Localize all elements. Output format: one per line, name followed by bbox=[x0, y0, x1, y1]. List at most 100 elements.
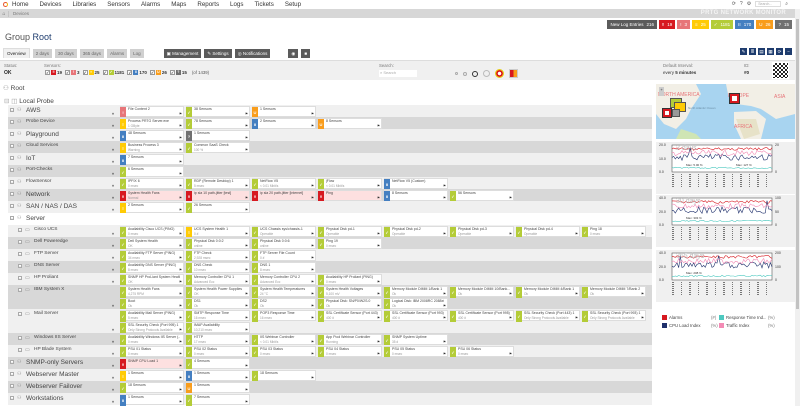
flag-icon[interactable]: ⚑ bbox=[178, 315, 182, 320]
flag-icon[interactable]: ⚑ bbox=[508, 351, 512, 356]
geo-map[interactable]: NORTH AMERICA EUROPE ASIA AFRICA North A… bbox=[656, 84, 795, 139]
sensor-tile[interactable]: ✓ Physical Disk pd-4 Operable ⚑ bbox=[516, 225, 580, 238]
nav-alarms[interactable]: Alarms bbox=[140, 1, 161, 8]
collapse-icon[interactable]: − bbox=[10, 372, 14, 376]
sensor-tile[interactable]: ✓ Availability Cisco UCS (PING) 0 msec ⚑ bbox=[120, 225, 184, 238]
flag-icon[interactable]: ⚑ bbox=[244, 279, 248, 284]
group-name[interactable]: Server bbox=[26, 214, 46, 222]
status-count-badge[interactable]: U 26 bbox=[756, 20, 774, 29]
checkbox[interactable]: ✓ bbox=[169, 70, 175, 75]
flag-icon[interactable]: ⚑ bbox=[178, 255, 182, 260]
sensor-tile[interactable]: ✓ Physical Disk 0:0:6 online ⚑ bbox=[252, 237, 316, 250]
flag-icon[interactable]: ⚑ bbox=[376, 243, 380, 248]
pause-icon[interactable]: ⏸ bbox=[112, 303, 114, 308]
sensor-filter[interactable]: ✓ ‼ 19 bbox=[45, 70, 62, 75]
map-marker[interactable] bbox=[662, 108, 672, 118]
flag-icon[interactable]: ⚑ bbox=[244, 267, 248, 272]
qr-code[interactable] bbox=[772, 62, 789, 79]
group-name[interactable]: Webserver Failover bbox=[26, 382, 83, 390]
collapse-icon[interactable]: − bbox=[18, 228, 22, 232]
group-name[interactable]: Playground bbox=[26, 130, 59, 138]
pause-icon[interactable]: ⏸ bbox=[112, 147, 114, 152]
sensor-tile[interactable]: ✓ Memory Controller CPU 1 Advanced Ecc ⚑ bbox=[186, 273, 250, 286]
delete-button[interactable]: ■ bbox=[301, 49, 311, 58]
group-name[interactable]: FlowSensor bbox=[26, 179, 52, 184]
size-tiny-icon[interactable] bbox=[455, 72, 458, 75]
group-name[interactable]: Cloud Services bbox=[26, 143, 59, 148]
flag-icon[interactable]: ⚑ bbox=[376, 123, 380, 128]
legend-item[interactable]: Traffic Index (%) bbox=[719, 323, 775, 328]
flag-icon[interactable]: ⚑ bbox=[244, 315, 248, 320]
sensor-tile[interactable]: ✓ Dell System Health OK ⚑ bbox=[120, 237, 184, 250]
flag-icon[interactable]: ⚑ bbox=[310, 375, 314, 380]
collapse-icon[interactable]: − bbox=[785, 48, 792, 55]
sensor-tile[interactable]: ✓ DS1 Ok ⚑ bbox=[186, 297, 250, 310]
sensor-tile[interactable]: ‼ ip sla 10 path-jitter [test] ⚑ bbox=[186, 189, 250, 202]
collapse-icon[interactable]: − bbox=[10, 156, 14, 160]
flag-icon[interactable]: ⚑ bbox=[244, 291, 248, 296]
sensor-tile[interactable]: ‼ Ping ⚑ bbox=[318, 189, 382, 202]
flag-icon[interactable]: ⚑ bbox=[244, 207, 248, 212]
sensor-tile[interactable]: ✓ Boot Ok ⚑ bbox=[120, 297, 184, 310]
flag-icon[interactable]: ⚑ bbox=[442, 303, 446, 308]
flag-icon[interactable]: ⚑ bbox=[178, 375, 182, 380]
checkbox[interactable]: ✓ bbox=[82, 70, 88, 75]
pause-icon[interactable]: ⏸ bbox=[112, 159, 114, 164]
sensor-tile[interactable]: ✓ PSU 05 Status 0 msec ⚑ bbox=[384, 345, 448, 358]
sensor-tile[interactable]: ✓ 4 Sensors ⚑ bbox=[186, 357, 250, 370]
history-chart-2[interactable]: 365 days 0.0 20.0 40.0 0 100 200 Max: 208 % bbox=[656, 250, 795, 302]
sensor-filter[interactable]: ✓ II 170 bbox=[127, 70, 147, 75]
group-name[interactable]: Mail Server bbox=[34, 311, 59, 316]
sensor-tile[interactable]: ✓ Memory Module DIMM 7/Bank 2 Ok ⚑ bbox=[582, 285, 646, 298]
flag-icon[interactable]: ⚑ bbox=[178, 231, 182, 236]
status-count-badge[interactable]: ≡ 25 bbox=[692, 20, 709, 29]
flag-icon[interactable]: ⚑ bbox=[178, 111, 182, 116]
flag-icon[interactable]: ⚑ bbox=[244, 339, 248, 344]
collapse-icon[interactable]: ⊟ bbox=[4, 98, 12, 105]
settings-button[interactable]: ✎ Settings bbox=[204, 49, 232, 58]
sensor-tile[interactable]: ✓ SSL Security Check (Port 995) 1 Only Str… bbox=[120, 321, 184, 334]
page-scrollbar[interactable] bbox=[795, 9, 800, 406]
sensor-tile[interactable]: ✓ Physical Disk pd-2 Operable ⚑ bbox=[384, 225, 448, 238]
flag-icon[interactable]: ⚑ bbox=[178, 135, 182, 140]
sensor-tile[interactable]: ✓ System Health Fans 4,275 RPM ⚑ bbox=[120, 285, 184, 298]
flag-icon[interactable]: ⚑ bbox=[310, 291, 314, 296]
flag-icon[interactable]: ⚑ bbox=[310, 351, 314, 356]
flag-icon[interactable]: ⚑ bbox=[244, 123, 248, 128]
pause-icon[interactable]: ⏸ bbox=[112, 279, 114, 284]
sensor-tile[interactable]: ‼ System Health Fans Normal ⚑ bbox=[120, 189, 184, 202]
flag-icon[interactable]: ⚑ bbox=[244, 303, 248, 308]
flag-icon[interactable]: ⚑ bbox=[508, 231, 512, 236]
tab-overview[interactable]: Overview bbox=[3, 48, 30, 58]
legend-item[interactable]: Alarms (#) bbox=[662, 315, 716, 320]
flag-icon[interactable]: ⚑ bbox=[178, 159, 182, 164]
nav-setup[interactable]: Setup bbox=[284, 1, 302, 8]
collapse-icon[interactable]: − bbox=[10, 120, 14, 124]
size-medium-icon[interactable] bbox=[472, 70, 478, 77]
flag-icon[interactable]: ⚑ bbox=[310, 339, 314, 344]
sensor-tile[interactable]: ✓ PSU 03 Status 0 msec ⚑ bbox=[252, 345, 316, 358]
flag-icon[interactable]: ⚑ bbox=[244, 135, 248, 140]
flag-icon[interactable]: ⚑ bbox=[244, 243, 248, 248]
collapse-icon[interactable]: − bbox=[18, 252, 22, 256]
flag-icon[interactable]: ⚑ bbox=[310, 255, 314, 260]
help-icon[interactable]: ? bbox=[739, 1, 743, 7]
sensor-tile[interactable]: II NetFlow V5 (Custom) ⚑ bbox=[384, 177, 448, 190]
flag-icon[interactable]: ⚑ bbox=[574, 231, 578, 236]
sensor-tile[interactable]: ✓ IMAP Availability 10,210 msec ⚑ bbox=[186, 321, 250, 334]
sensor-tile[interactable]: ✓ NetFlow V5 < 0.01 Mbit/s ⚑ bbox=[252, 177, 316, 190]
tab-log[interactable]: Log bbox=[130, 49, 144, 58]
collapse-icon[interactable]: − bbox=[10, 180, 14, 184]
sensor-tile[interactable]: ✓ PSU 01 Status 0 msec ⚑ bbox=[120, 345, 184, 358]
collapse-icon[interactable]: − bbox=[10, 132, 14, 136]
gear-icon[interactable]: ⚙ bbox=[746, 1, 752, 7]
group-name[interactable]: Probe Device bbox=[26, 119, 55, 124]
pause-icon[interactable]: ⏸ bbox=[112, 207, 114, 212]
sensor-tile[interactable]: ✓ Memory Controller CPU 2 Advanced Ecc ⚑ bbox=[252, 273, 316, 286]
sensor-tile[interactable]: ✓ PSU 04 Status 0 msec ⚑ bbox=[318, 345, 382, 358]
sensor-tile[interactable]: ✓ SSL Security Check (Port 443) 1 Only Str… bbox=[516, 309, 580, 322]
tree-root[interactable]: ⚇ Root bbox=[3, 84, 24, 92]
sensor-filter[interactable]: ✓ U 26 bbox=[149, 70, 167, 75]
sensor-tile[interactable]: ✓ Physical Disk pd-3 Operable ⚑ bbox=[450, 225, 514, 238]
flag-icon[interactable]: ⚑ bbox=[244, 399, 248, 404]
